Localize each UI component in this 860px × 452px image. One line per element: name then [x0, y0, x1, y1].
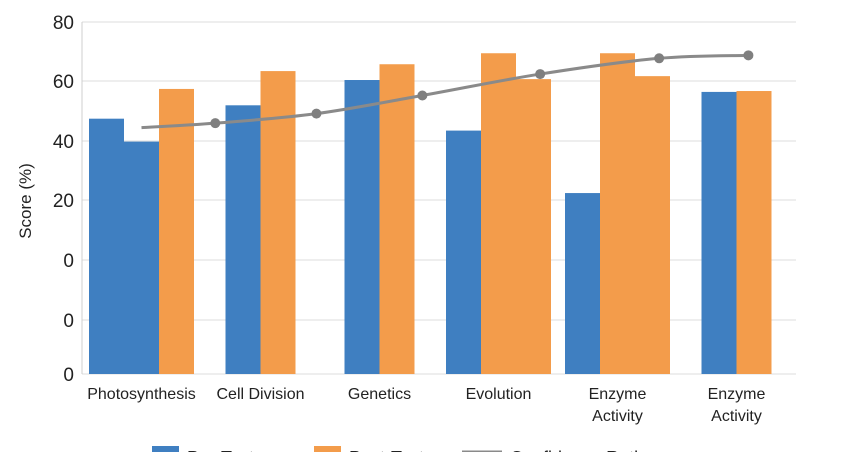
confidence-rating-point [743, 50, 754, 61]
category-label: Cell Division [216, 386, 304, 403]
confidence-rating-point [535, 69, 546, 80]
y-tick-labels: 0 0 0 20 40 60 80 [53, 13, 74, 386]
confidence-rating-point [417, 90, 428, 101]
y-tick-label: 0 [63, 251, 74, 272]
y-tick-label: 0 [63, 311, 74, 332]
y-axis-label: Score (%) [16, 163, 35, 239]
legend-label: Pre-Test [187, 448, 254, 452]
y-tick-label: 20 [53, 191, 74, 212]
category-label: Enzyme Activity [708, 386, 766, 425]
legend: Pre-Test Post-Test Confidence Rating [152, 446, 658, 452]
legend-label: Confidence Rating [510, 448, 658, 452]
category-label: Genetics [348, 386, 411, 403]
bars [89, 53, 772, 375]
y-tick-label: 80 [53, 13, 74, 34]
post-test-bar [260, 71, 296, 375]
gridlines [81, 21, 796, 375]
confidence-rating-point [654, 53, 665, 64]
confidence-line-layer [141, 50, 754, 130]
post-test-bar [736, 91, 772, 375]
confidence-rating-point [210, 118, 221, 129]
y-tick-label: 40 [53, 132, 74, 153]
category-label: Enzyme Activity [589, 386, 647, 425]
pre-test-bar [446, 130, 481, 374]
legend-swatch [152, 446, 179, 452]
x-tick-labels: Photosynthesis Cell Division Genetics Evolu… [87, 386, 765, 425]
post-test-bar [159, 88, 194, 374]
pre-test-bar [124, 141, 159, 374]
post-test-bar [516, 79, 551, 375]
y-tick-label: 0 [63, 365, 74, 386]
confidence-rating-point [311, 108, 322, 119]
legend-swatch [314, 446, 341, 452]
pre-test-bar [89, 118, 124, 374]
pre-test-bar [565, 193, 600, 374]
category-label: Photosynthesis [87, 386, 196, 403]
pre-test-bar [225, 105, 261, 375]
post-test-bar [481, 53, 516, 375]
legend-label: Post-Test [349, 448, 424, 452]
pre-test-bar [344, 80, 380, 374]
post-test-bar [379, 64, 415, 375]
post-test-bar [600, 53, 635, 375]
category-label: Evolution [466, 386, 532, 403]
y-tick-label: 60 [53, 72, 74, 93]
pre-test-bar [701, 91, 737, 374]
post-test-bar [635, 76, 670, 375]
